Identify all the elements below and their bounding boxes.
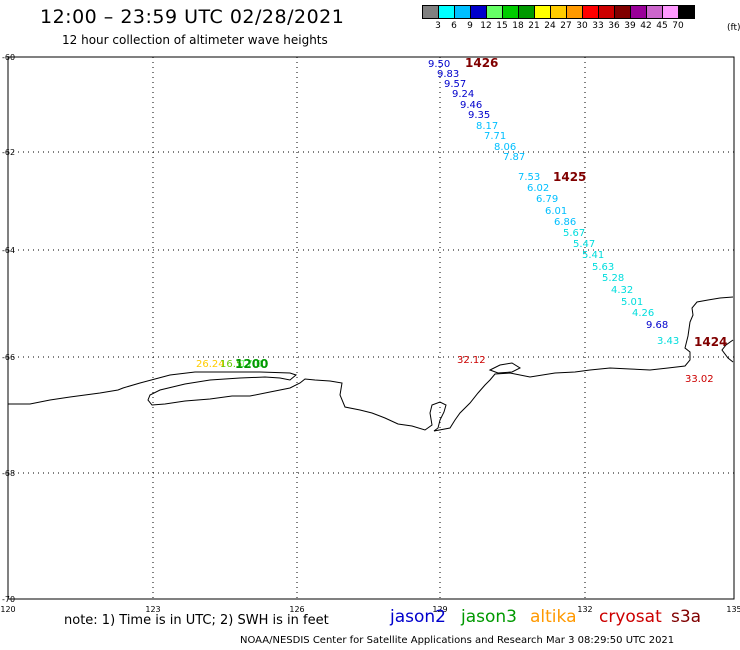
pass-time-label: 1424 — [694, 335, 727, 349]
legend-label: 33 — [592, 21, 604, 31]
wave-height-value: 7.87 — [503, 152, 525, 163]
credit-line: NOAA/NESDIS Center for Satellite Applica… — [240, 635, 675, 646]
satellite-name: altika — [530, 607, 577, 627]
wave-height-value: 17.0 — [240, 359, 262, 370]
wave-height-value: 7.53 — [518, 172, 540, 183]
wave-height-labels: 9.509.839.579.249.469.358.177.718.067.87… — [196, 56, 727, 385]
legend-swatches — [422, 5, 695, 19]
legend-label: 39 — [624, 21, 636, 31]
antarctic-coastline — [8, 296, 734, 432]
wave-height-value: 6.79 — [536, 194, 558, 205]
map-title: 12:00 – 23:59 UTC 02/28/2021 — [40, 6, 345, 28]
wave-height-value: 16.5 — [220, 359, 242, 370]
latitude-label: -70 — [2, 595, 15, 604]
latitude-label: -66 — [2, 353, 15, 362]
legend-label: 6 — [451, 21, 457, 31]
legend-labels: 3 6 9 12 15 18 21 24 27 30 33 36 39 42 45 70 — [422, 21, 694, 33]
legend-label: 12 — [480, 21, 492, 31]
wave-height-value: 6.02 — [527, 183, 549, 194]
wave-height-value: 5.28 — [602, 273, 624, 284]
wave-height-value: 4.26 — [632, 308, 654, 319]
wave-height-legend: 3 6 9 12 15 18 21 24 27 30 33 36 39 42 45 70 — [422, 5, 695, 33]
satellite-name: cryosat — [599, 607, 662, 627]
satellite-name: s3a — [671, 607, 702, 627]
wave-height-value: 9.46 — [460, 100, 482, 111]
latitude-label: -64 — [2, 246, 15, 255]
coastline-east — [721, 339, 734, 363]
legend-label: 21 — [528, 21, 540, 31]
legend-label: 27 — [560, 21, 572, 31]
map-frame — [7, 56, 735, 600]
wave-height-value: 33.02 — [685, 374, 714, 385]
wave-height-value: 6.86 — [554, 217, 576, 228]
legend-label: 9 — [467, 21, 473, 31]
wave-height-value: 26.24 — [196, 359, 225, 370]
satellite-name: jason2 — [390, 607, 446, 627]
wave-height-value: 5.67 — [563, 228, 585, 239]
legend-label: 70 — [672, 21, 684, 31]
longitude-label: 120 — [0, 605, 15, 614]
footer-note: note: 1) Time is in UTC; 2) SWH is in fe… — [64, 613, 329, 628]
longitude-label: 126 — [289, 605, 304, 614]
wave-height-value: 4.32 — [611, 285, 633, 296]
legend-label: 15 — [496, 21, 508, 31]
wave-height-value: 9.57 — [444, 79, 466, 90]
wave-height-value: 6.01 — [545, 206, 567, 217]
longitude-label: 132 — [577, 605, 592, 614]
legend-label: 45 — [656, 21, 668, 31]
legend-label: 24 — [544, 21, 556, 31]
wave-height-value: 9.83 — [437, 69, 459, 80]
wave-height-value: 8.17 — [476, 121, 498, 132]
legend-unit: (ft) — [727, 23, 740, 33]
map-subtitle: 12 hour collection of altimeter wave hei… — [62, 33, 328, 47]
satellite-name: jason3 — [461, 607, 517, 627]
latitude-label: -62 — [2, 148, 15, 157]
wave-height-value: 5.01 — [621, 297, 643, 308]
longitude-label: 123 — [145, 605, 160, 614]
legend-label: 18 — [512, 21, 524, 31]
wave-height-value: 9.35 — [468, 110, 490, 121]
latitude-label: -60 — [2, 53, 15, 62]
wave-height-value: 3.43 — [657, 336, 679, 347]
pass-time-label: 1200 — [235, 357, 268, 371]
wave-height-value: 5.41 — [582, 250, 604, 261]
legend-label: 3 — [435, 21, 441, 31]
coastline-inlet — [488, 362, 522, 374]
wave-height-value: 5.47 — [573, 239, 595, 250]
wave-height-value: 9.68 — [646, 320, 668, 331]
legend-label: 30 — [576, 21, 588, 31]
legend-swatch — [678, 5, 695, 19]
legend-label: 42 — [640, 21, 652, 31]
pass-time-label: 1426 — [465, 56, 498, 70]
wave-height-value: 32.12 — [457, 355, 486, 366]
longitude-label: 135 — [726, 605, 740, 614]
wave-height-value: 5.63 — [592, 262, 614, 273]
longitude-label: 129 — [432, 605, 447, 614]
wave-height-value: 8.06 — [494, 142, 516, 153]
wave-height-value: 9.50 — [428, 59, 450, 70]
latitude-label: -68 — [2, 469, 15, 478]
pass-time-label: 1425 — [553, 170, 586, 184]
wave-height-value: 7.71 — [484, 131, 506, 142]
wave-height-value: 9.24 — [452, 89, 474, 100]
legend-label: 36 — [608, 21, 620, 31]
